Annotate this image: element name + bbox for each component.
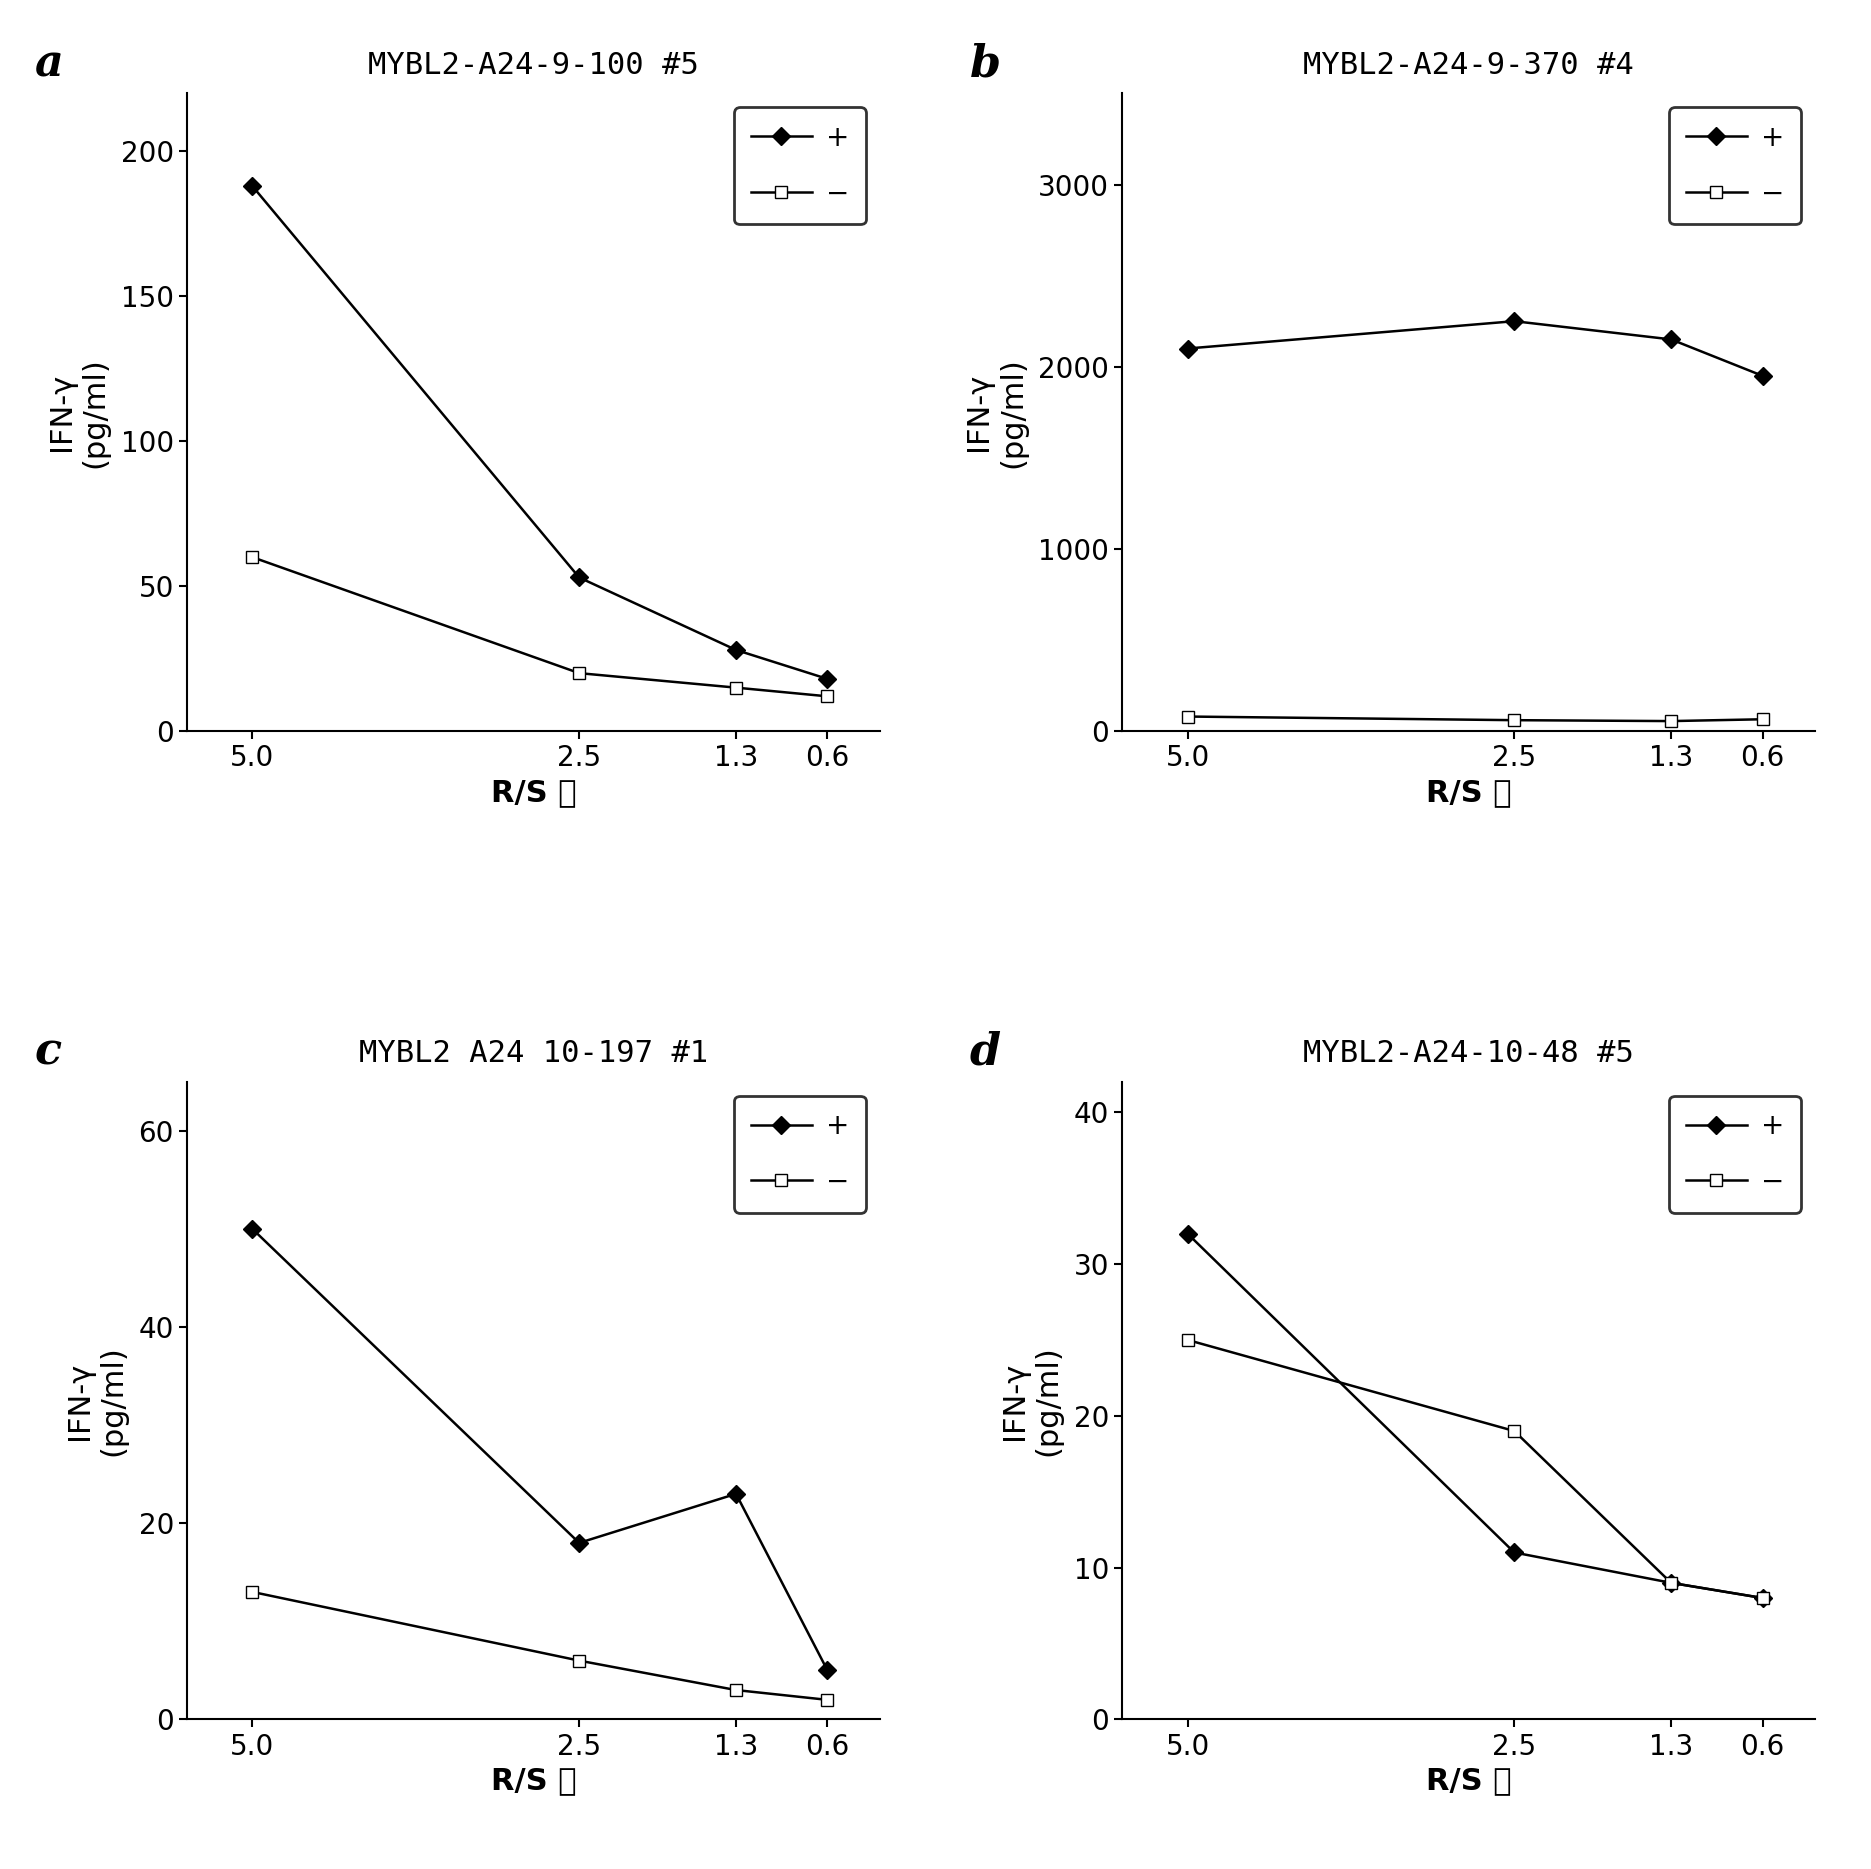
Title: MYBL2 A24 10-197 #1: MYBL2 A24 10-197 #1 (359, 1039, 707, 1069)
X-axis label: R/S 比: R/S 比 (490, 778, 576, 807)
X-axis label: R/S 比: R/S 比 (1426, 778, 1512, 807)
Text: b: b (969, 43, 1001, 86)
Legend: +, −: +, − (1669, 107, 1802, 224)
Y-axis label: IFN-γ
(pg/ml): IFN-γ (pg/ml) (999, 1346, 1063, 1456)
Title: MYBL2-A24-9-370 #4: MYBL2-A24-9-370 #4 (1304, 50, 1633, 80)
X-axis label: R/S 比: R/S 比 (1426, 1766, 1512, 1796)
Legend: +, −: +, − (1669, 1095, 1802, 1213)
Y-axis label: IFN-γ
(pg/ml): IFN-γ (pg/ml) (964, 357, 1027, 467)
Text: a: a (36, 43, 64, 86)
Text: c: c (36, 1032, 62, 1075)
Text: d: d (969, 1032, 1001, 1075)
Legend: +, −: +, − (733, 107, 866, 224)
Legend: +, −: +, − (733, 1095, 866, 1213)
Y-axis label: IFN-γ
(pg/ml): IFN-γ (pg/ml) (47, 357, 110, 467)
X-axis label: R/S 比: R/S 比 (490, 1766, 576, 1796)
Y-axis label: IFN-γ
(pg/ml): IFN-γ (pg/ml) (65, 1346, 127, 1456)
Title: MYBL2-A24-10-48 #5: MYBL2-A24-10-48 #5 (1304, 1039, 1633, 1069)
Title: MYBL2-A24-9-100 #5: MYBL2-A24-9-100 #5 (369, 50, 698, 80)
